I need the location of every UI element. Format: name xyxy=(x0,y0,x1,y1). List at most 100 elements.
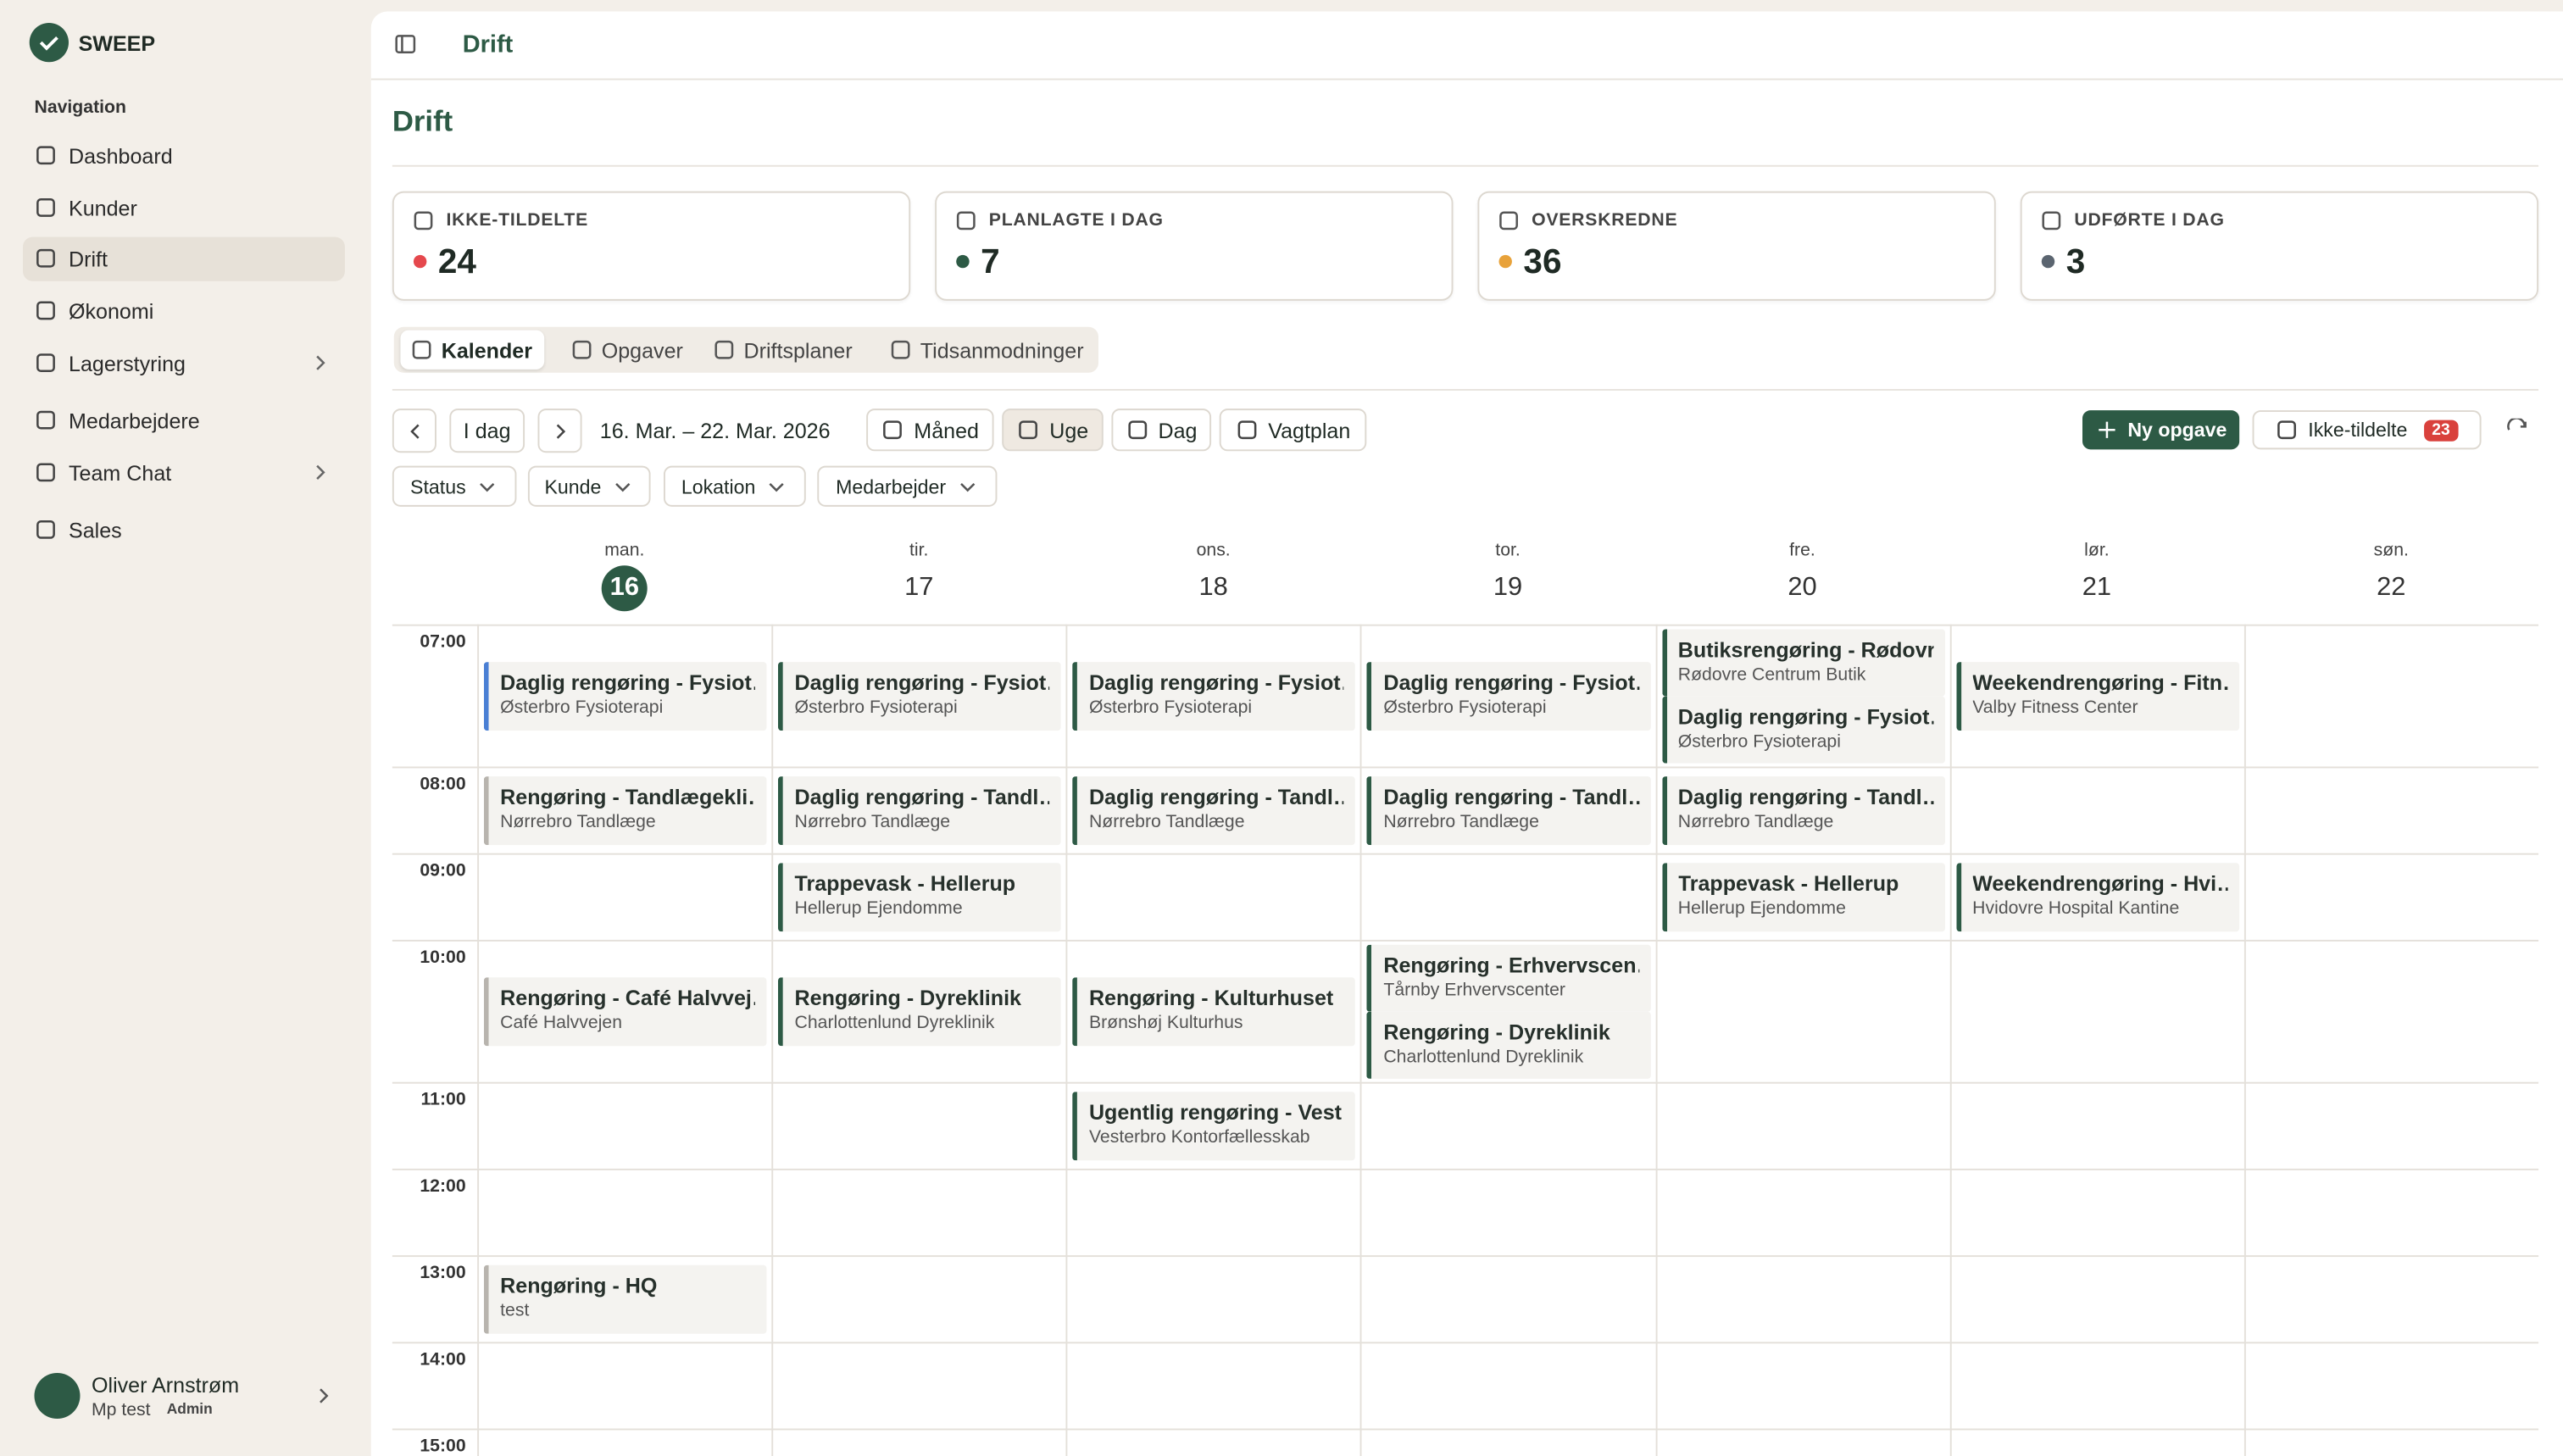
event[interactable]: Rengøring - Dyreklinik Charlottenlund Dyr… xyxy=(778,976,1062,1046)
event-title[interactable]: Daglig rengøring - Tandl… xyxy=(1677,783,1933,809)
event-subtitle[interactable]: Østerbro Fysioterapi xyxy=(500,697,664,717)
event-title[interactable]: Rengøring - Dyreklinik xyxy=(1383,1019,1610,1044)
nav-item[interactable]: Kunder xyxy=(23,186,345,231)
event-title[interactable]: Rengøring - Erhvervscen… xyxy=(1383,952,1639,977)
event[interactable]: Daglig rengøring - Tandl… Nørrebro Tandlæ… xyxy=(1072,775,1356,845)
event-subtitle[interactable]: Nørrebro Tandlæge xyxy=(1677,811,1834,831)
tab-label[interactable]: Driftsplaner xyxy=(743,337,853,363)
event-subtitle[interactable]: Østerbro Fysioterapi xyxy=(1383,697,1547,717)
filter-label[interactable]: Status xyxy=(410,475,466,498)
event-subtitle[interactable]: Charlottenlund Dyreklinik xyxy=(1383,1047,1584,1067)
tab[interactable]: Driftsplaner xyxy=(703,331,866,370)
event-subtitle[interactable]: Østerbro Fysioterapi xyxy=(794,697,958,717)
tab[interactable]: Kalender xyxy=(400,330,545,370)
nav-item[interactable]: Sales xyxy=(23,508,345,553)
event-title[interactable]: Trappevask - Hellerup xyxy=(1677,870,1899,895)
filter-label[interactable]: Medarbejder xyxy=(836,475,947,498)
event-title[interactable]: Rengøring - Tandlægekli… xyxy=(500,783,756,809)
event-subtitle[interactable]: Valby Fitness Center xyxy=(1972,697,2138,717)
tab-label[interactable]: Tidsanmodninger xyxy=(920,337,1084,363)
nav-label[interactable]: Sales xyxy=(68,518,122,543)
event-subtitle[interactable]: Café Halvvejen xyxy=(500,1012,623,1032)
event-subtitle[interactable]: Tårnby Erhvervscenter xyxy=(1383,980,1565,1000)
event[interactable]: Butiksrengøring - Rødovre Rødovre Centrum… xyxy=(1661,628,1945,696)
event[interactable]: Rengøring - Kulturhuset Brønshøj Kulturhu… xyxy=(1072,976,1356,1046)
nav-item[interactable]: Team Chat xyxy=(23,451,345,495)
nav-label[interactable]: Dashboard xyxy=(68,143,173,169)
event-subtitle[interactable]: Østerbro Fysioterapi xyxy=(1088,697,1253,717)
event-title[interactable]: Butiksrengøring - Rødovre xyxy=(1677,636,1933,662)
nav-label[interactable]: Team Chat xyxy=(68,460,172,486)
nav-label[interactable]: Økonomi xyxy=(68,298,154,324)
event[interactable]: Weekendrengøring - Fitn… Valby Fitness Ce… xyxy=(1955,661,2239,731)
event-subtitle[interactable]: Vesterbro Kontorfællesskab xyxy=(1088,1126,1310,1147)
event-title[interactable]: Rengøring - Kulturhuset xyxy=(1088,984,1334,1009)
event[interactable]: Daglig rengøring - Tandl… Nørrebro Tandlæ… xyxy=(1367,775,1650,845)
event[interactable]: Daglig rengøring - Fysiot… Østerbro Fysio… xyxy=(483,661,767,731)
event[interactable]: Daglig rengøring - Fysiot… Østerbro Fysio… xyxy=(1367,661,1650,731)
event-title[interactable]: Ugentlig rengøring - Vest… xyxy=(1088,1098,1345,1124)
event-subtitle[interactable]: test xyxy=(500,1300,530,1320)
next-btn[interactable] xyxy=(537,408,582,453)
event[interactable]: Daglig rengøring - Fysiot… Østerbro Fysio… xyxy=(1072,661,1356,731)
event-subtitle[interactable]: Østerbro Fysioterapi xyxy=(1677,731,1841,752)
nav-item[interactable]: Lagerstyring xyxy=(23,342,345,386)
nav-label[interactable]: Kunder xyxy=(68,196,137,221)
event-title[interactable]: Daglig rengøring - Fysiot… xyxy=(500,669,756,694)
filter-label[interactable]: Kunde xyxy=(544,475,602,498)
filter-btn[interactable]: Medarbejder xyxy=(817,465,998,507)
tab-label[interactable]: Opgaver xyxy=(601,337,683,363)
event[interactable]: Ugentlig rengøring - Vest… Vesterbro Kont… xyxy=(1072,1091,1356,1160)
event-title[interactable]: Weekendrengøring - Hvi… xyxy=(1972,870,2228,895)
nav-label[interactable]: Medarbejdere xyxy=(68,408,200,434)
tab[interactable]: Tidsanmodninger xyxy=(880,331,1092,370)
new-task-btn[interactable]: Ny opgave xyxy=(2082,410,2240,450)
event-subtitle[interactable]: Nørrebro Tandlæge xyxy=(500,811,656,831)
event-title[interactable]: Rengøring - Café Halvvej… xyxy=(500,984,756,1009)
event-subtitle[interactable]: Brønshøj Kulturhus xyxy=(1088,1012,1243,1032)
event[interactable]: Rengøring - HQ test xyxy=(483,1264,767,1333)
event-subtitle[interactable]: Nørrebro Tandlæge xyxy=(1088,811,1245,831)
today-btn[interactable]: I dag xyxy=(449,408,525,453)
filter-btn[interactable]: Lokation xyxy=(663,465,806,507)
prev-btn[interactable] xyxy=(392,408,436,453)
event-title[interactable]: Daglig rengøring - Tandl… xyxy=(1383,783,1639,809)
tab[interactable]: Opgaver xyxy=(560,331,691,370)
event[interactable]: Rengøring - Dyreklinik Charlottenlund Dyr… xyxy=(1367,1010,1650,1078)
nav-item[interactable]: Dashboard xyxy=(23,134,345,178)
view-btn[interactable]: Vagtplan xyxy=(1219,408,1367,452)
view-btn[interactable]: Uge xyxy=(1002,408,1104,452)
event[interactable]: Rengøring - Café Halvvej… Café Halvvejen xyxy=(483,976,767,1046)
event[interactable]: Daglig rengøring - Tandl… Nørrebro Tandlæ… xyxy=(1661,775,1945,845)
filter-btn[interactable]: Kunde xyxy=(527,465,651,507)
event[interactable]: Weekendrengøring - Hvi… Hvidovre Hospital… xyxy=(1955,862,2239,931)
unassigned-btn[interactable]: Ikke-tildelte 23 xyxy=(2252,410,2482,450)
event[interactable]: Daglig rengøring - Fysiot… Østerbro Fysio… xyxy=(1661,695,1945,763)
event[interactable]: Daglig rengøring - Fysiot… Østerbro Fysio… xyxy=(778,661,1062,731)
event-title[interactable]: Rengøring - Dyreklinik xyxy=(794,984,1022,1009)
nav-item[interactable]: Drift xyxy=(22,236,345,281)
event-title[interactable]: Rengøring - HQ xyxy=(500,1272,658,1298)
event-title[interactable]: Daglig rengøring - Fysiot… xyxy=(1677,703,1933,729)
event-title[interactable]: Trappevask - Hellerup xyxy=(794,870,1016,895)
event-subtitle[interactable]: Hvidovre Hospital Kantine xyxy=(1972,897,2180,918)
event[interactable]: Trappevask - Hellerup Hellerup Ejendomme xyxy=(778,862,1062,931)
view-btn[interactable]: Dag xyxy=(1111,408,1212,452)
event-subtitle[interactable]: Hellerup Ejendomme xyxy=(1677,897,1846,918)
tab-label[interactable]: Kalender xyxy=(441,337,533,363)
event[interactable]: Trappevask - Hellerup Hellerup Ejendomme xyxy=(1661,862,1945,931)
event-subtitle[interactable]: Charlottenlund Dyreklinik xyxy=(794,1012,995,1032)
event-title[interactable]: Daglig rengøring - Fysiot… xyxy=(794,669,1050,694)
filter-btn[interactable]: Status xyxy=(392,465,517,507)
event-subtitle[interactable]: Nørrebro Tandlæge xyxy=(1383,811,1539,831)
event[interactable]: Rengøring - Tandlægekli… Nørrebro Tandlæg… xyxy=(483,775,767,845)
filter-label[interactable]: Lokation xyxy=(681,475,756,498)
nav-item[interactable]: Økonomi xyxy=(23,289,345,333)
event-title[interactable]: Daglig rengøring - Tandl… xyxy=(794,783,1050,809)
nav-label[interactable]: Lagerstyring xyxy=(68,351,186,376)
event-title[interactable]: Weekendrengøring - Fitn… xyxy=(1972,669,2228,694)
event-title[interactable]: Daglig rengøring - Tandl… xyxy=(1088,783,1345,809)
event[interactable]: Daglig rengøring - Tandl… Nørrebro Tandlæ… xyxy=(778,775,1062,845)
event-title[interactable]: Daglig rengøring - Fysiot… xyxy=(1088,669,1345,694)
event-title[interactable]: Daglig rengøring - Fysiot… xyxy=(1383,669,1639,694)
